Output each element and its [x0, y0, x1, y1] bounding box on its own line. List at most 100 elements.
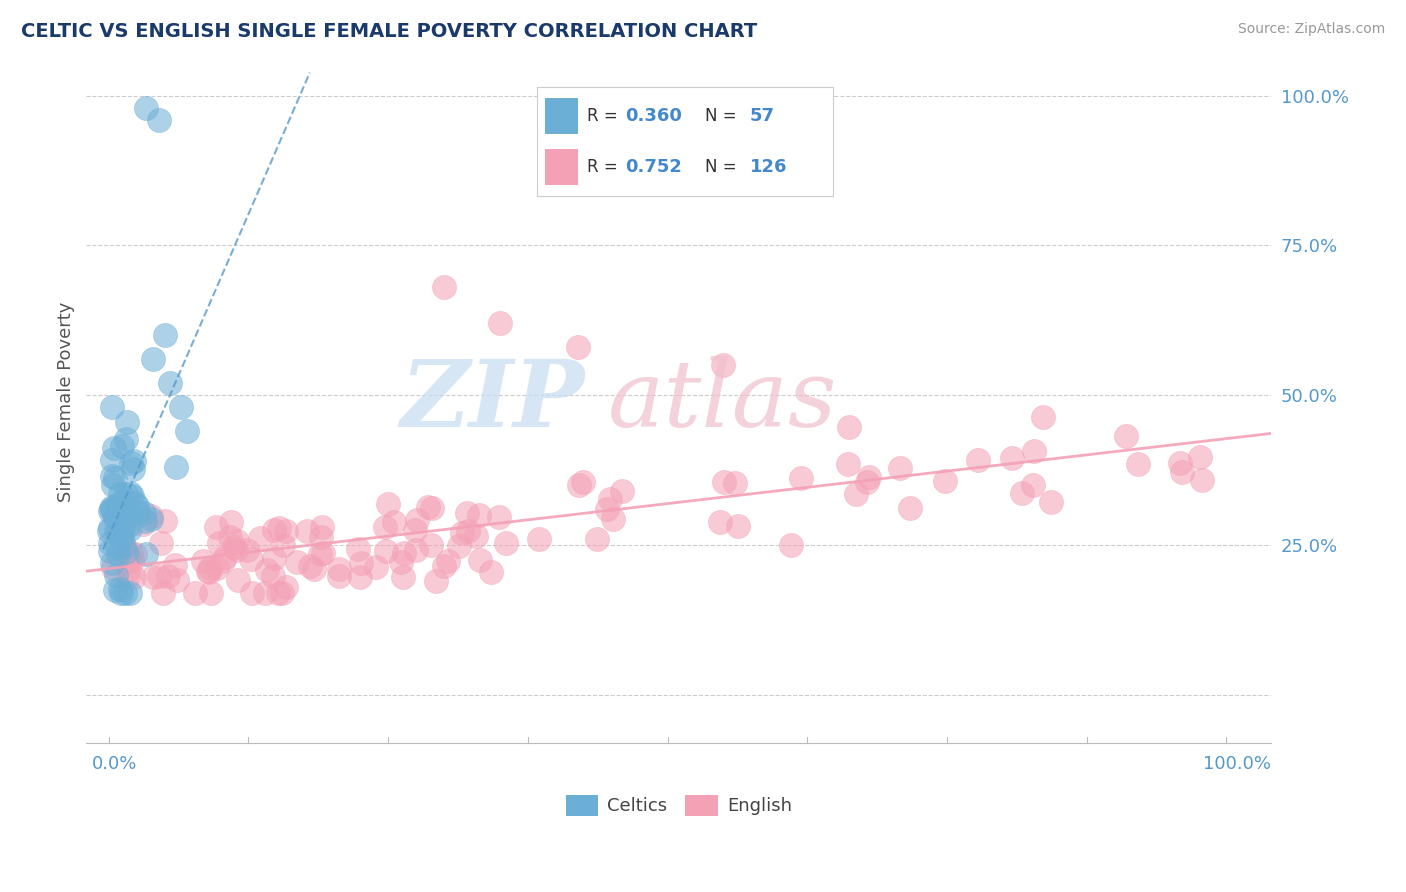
Point — [489, 317, 512, 331]
Point — [104, 524, 127, 538]
Point — [727, 518, 749, 533]
Point — [135, 548, 157, 562]
Point — [1191, 474, 1213, 488]
Point — [240, 586, 263, 600]
Point — [101, 556, 124, 570]
Point — [468, 553, 491, 567]
Point — [98, 536, 121, 550]
Point — [165, 460, 187, 475]
Point — [104, 583, 127, 598]
Point — [425, 574, 447, 588]
Point — [200, 561, 222, 575]
Point — [309, 548, 332, 562]
Point — [150, 536, 173, 550]
Point — [118, 486, 141, 500]
Point — [419, 538, 441, 552]
Point — [299, 559, 322, 574]
Point — [121, 462, 143, 476]
Point — [207, 535, 229, 549]
Point — [447, 539, 470, 553]
Point — [236, 543, 259, 558]
Text: CELTIC VS ENGLISH SINGLE FEMALE POVERTY CORRELATION CHART: CELTIC VS ENGLISH SINGLE FEMALE POVERTY … — [21, 22, 758, 41]
Point — [111, 508, 134, 523]
Point — [838, 420, 860, 434]
Point — [404, 523, 426, 537]
Point — [457, 524, 479, 538]
Point — [115, 432, 138, 446]
Point — [112, 539, 135, 553]
Point — [124, 547, 146, 561]
Point — [391, 569, 413, 583]
Point — [112, 524, 135, 539]
Point — [263, 523, 285, 537]
Point — [157, 568, 180, 582]
Text: 0.0%: 0.0% — [91, 756, 138, 773]
Point — [856, 475, 879, 489]
Point — [724, 476, 747, 491]
Point — [98, 543, 121, 558]
Point — [1022, 478, 1045, 492]
Point — [110, 586, 132, 600]
Point — [155, 514, 177, 528]
Point — [495, 535, 517, 549]
Point — [256, 563, 278, 577]
Point — [266, 586, 288, 600]
Point — [111, 530, 134, 544]
Point — [117, 519, 139, 533]
Point — [110, 521, 132, 535]
Point — [1126, 457, 1149, 471]
Point — [405, 543, 427, 558]
Point — [118, 562, 141, 576]
Point — [295, 524, 318, 538]
Point — [225, 533, 247, 548]
Point — [134, 506, 156, 520]
Point — [285, 555, 308, 569]
Point — [389, 555, 412, 569]
Point — [271, 538, 294, 552]
Point — [456, 506, 478, 520]
Point — [105, 539, 128, 553]
Point — [115, 545, 138, 559]
Point — [103, 561, 125, 575]
Point — [124, 496, 146, 510]
Point — [134, 514, 156, 528]
Point — [228, 573, 250, 587]
Point — [898, 500, 921, 515]
Point — [98, 504, 121, 518]
Point — [451, 526, 474, 541]
Point — [100, 400, 122, 414]
Point — [108, 487, 131, 501]
Point — [837, 458, 859, 472]
Point — [204, 520, 226, 534]
Point — [101, 452, 124, 467]
Point — [858, 469, 880, 483]
Point — [267, 521, 290, 535]
Point — [122, 570, 145, 584]
Point — [127, 505, 149, 519]
Point — [416, 500, 439, 514]
Point — [218, 530, 240, 544]
Point — [274, 524, 297, 538]
Point — [139, 509, 162, 524]
Point — [176, 425, 198, 439]
Point — [148, 569, 170, 583]
Point — [120, 522, 142, 536]
Text: atlas: atlas — [607, 357, 837, 446]
Point — [159, 376, 181, 391]
Point — [366, 559, 388, 574]
Point — [610, 484, 633, 499]
Point — [166, 573, 188, 587]
Point — [420, 500, 443, 515]
Point — [212, 554, 235, 568]
Point — [163, 558, 186, 572]
Point — [107, 497, 129, 511]
Point — [311, 520, 333, 534]
Point — [101, 477, 124, 491]
Point — [122, 454, 145, 468]
Point — [100, 501, 122, 516]
Point — [107, 524, 129, 538]
Point — [112, 494, 135, 508]
Point — [602, 512, 624, 526]
Point — [263, 551, 285, 566]
Point — [111, 439, 134, 453]
